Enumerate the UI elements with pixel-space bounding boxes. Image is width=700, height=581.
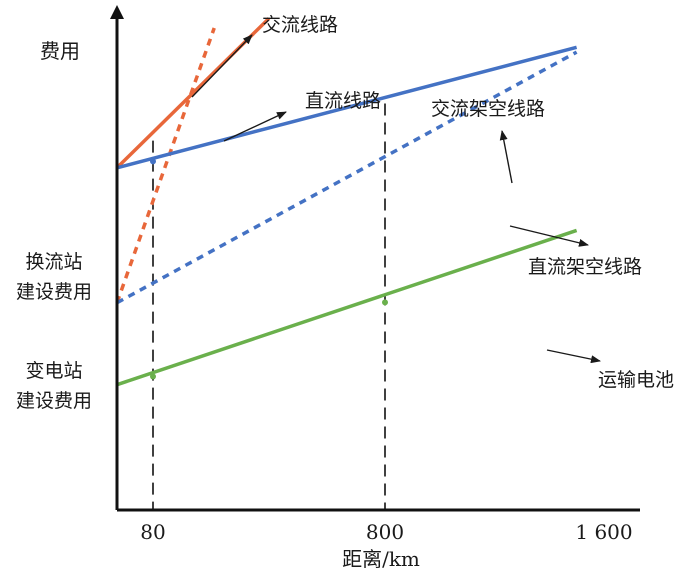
annotation-label-2: 直流线路 (305, 90, 381, 112)
series-line-1 (115, 27, 216, 304)
y-axis-label: 费用 (40, 39, 80, 63)
annotation-label-3: 交流架空线路 (431, 98, 545, 120)
annotation-arrow-5 (546, 349, 601, 364)
crossover-dot-2 (150, 373, 156, 380)
labels: 费用 距离/km (40, 39, 420, 571)
series-line-4 (116, 45, 578, 170)
annotation-label-4: 直流架空线路 (528, 256, 642, 278)
x-tick-label-1: 80 (140, 520, 165, 544)
series-line-3 (116, 50, 578, 305)
y-text-label-line: 变电站 (25, 360, 82, 382)
x-tick-labels: 80 800 1 600 (140, 520, 632, 544)
crossover-dot-3 (382, 299, 388, 306)
x-tick-label-2: 800 (366, 520, 404, 544)
y-text-label-line: 建设费用 (16, 390, 92, 412)
axes (110, 5, 640, 512)
annotation-arrow-3 (499, 130, 513, 184)
y-text-label-line: 建设费用 (16, 281, 92, 303)
series-line-5 (116, 228, 578, 387)
x-axis-label: 距离/km (342, 547, 420, 571)
annotation-arrow-2 (223, 111, 287, 142)
annotation-arrow-1 (191, 34, 253, 98)
series-layer (115, 17, 578, 387)
x-tick-label-3: 1 600 (575, 520, 632, 544)
annotation-arrow-4 (509, 225, 589, 247)
annotation-label-1: 交流线路 (262, 14, 338, 36)
y-text-label-line: 换流站 (25, 251, 82, 273)
annotation-label-5: 运输电池 (598, 369, 674, 391)
